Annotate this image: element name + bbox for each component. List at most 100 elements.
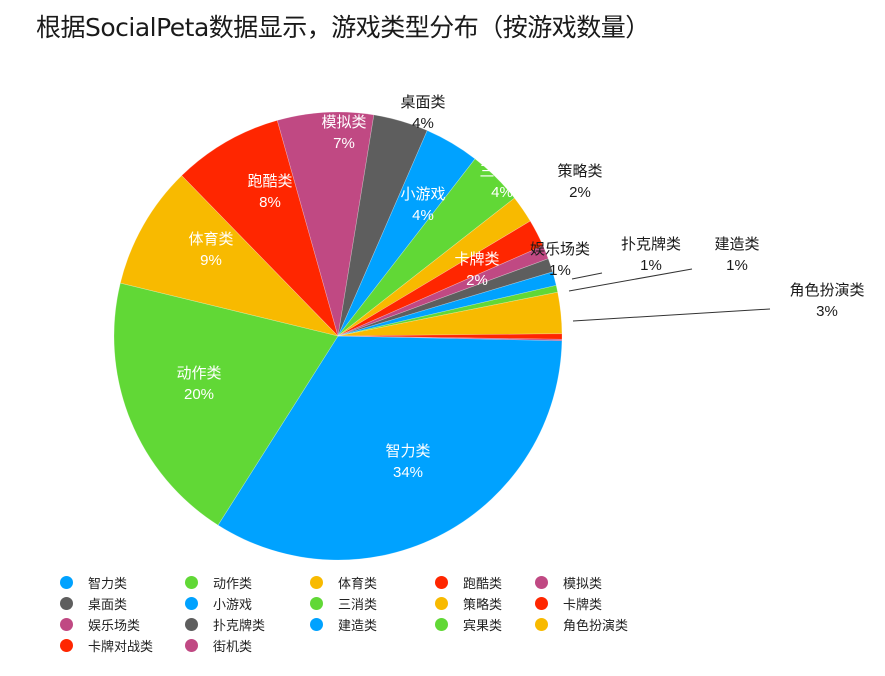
legend-dot-icon	[435, 596, 448, 610]
pie-slice	[337, 335, 563, 341]
legend-item: 建造类	[310, 614, 377, 634]
pie-slice	[337, 333, 563, 340]
slice-label-name: 动作类	[176, 364, 221, 382]
slice-label-percent: 1%	[640, 257, 662, 274]
legend-item: 三消类	[310, 593, 377, 613]
legend-dot-icon	[310, 575, 323, 589]
legend-item: 体育类	[310, 572, 377, 592]
slice-label-percent: 4%	[412, 115, 434, 132]
legend-dot-icon	[185, 638, 198, 652]
slice-label-percent: 34%	[393, 464, 423, 481]
legend-item: 卡牌对战类	[60, 635, 153, 655]
legend-label: 扑克牌类	[213, 618, 266, 634]
legend-item: 宾果类	[435, 614, 502, 634]
pie-slice	[337, 291, 563, 337]
slice-label-percent: 8%	[259, 194, 281, 211]
slice-label-name: 小游戏	[400, 185, 445, 203]
legend-label: 卡牌类	[563, 597, 603, 613]
pie-slice	[337, 285, 559, 337]
leader-lines	[568, 268, 771, 322]
legend-label: 模拟类	[563, 576, 603, 592]
legend-dot-icon	[60, 638, 73, 652]
pie-slice	[276, 111, 375, 337]
legend-label: 角色扮演类	[563, 618, 629, 634]
legend-item: 桌面类	[60, 593, 127, 613]
pie-slice	[113, 282, 339, 526]
slice-label-name: 智力类	[385, 442, 430, 460]
legend-item: 扑克牌类	[185, 614, 265, 634]
slice-label-name: 策略类	[557, 162, 602, 180]
slice-label-name: 体育类	[188, 230, 233, 248]
legend-item: 角色扮演类	[535, 614, 628, 634]
legend-label: 跑酷类	[463, 576, 503, 592]
legend-dot-icon	[185, 617, 198, 631]
slice-label-name: 三消类	[479, 162, 524, 180]
legend-item: 动作类	[185, 572, 252, 592]
leader-line	[568, 268, 693, 292]
slice-label-percent: 2%	[569, 184, 591, 201]
slice-label-percent: 4%	[412, 207, 434, 224]
pie-slice	[337, 158, 515, 337]
pie-slice	[337, 258, 554, 337]
legend-dot-icon	[185, 575, 198, 589]
pie-slices	[113, 111, 563, 561]
slice-label-name: 跑酷类	[247, 172, 292, 190]
slice-label-percent: 1%	[549, 262, 571, 279]
legend-dot-icon	[310, 596, 323, 610]
legend-label: 智力类	[88, 576, 128, 592]
pie-slice	[181, 120, 339, 337]
slice-label-percent: 1%	[726, 257, 748, 274]
pie-slice	[337, 271, 557, 337]
legend-item: 智力类	[60, 572, 127, 592]
slice-label-percent: 20%	[184, 386, 214, 403]
legend-dot-icon	[435, 617, 448, 631]
legend-dot-icon	[535, 617, 548, 631]
slice-label-name: 建造类	[714, 235, 759, 253]
legend-label: 策略类	[463, 597, 503, 613]
legend-label: 宾果类	[463, 618, 503, 634]
slice-label-name: 娱乐场类	[530, 240, 590, 258]
leader-line	[571, 272, 603, 280]
legend-item: 策略类	[435, 593, 502, 613]
slice-label-percent: 3%	[816, 303, 838, 320]
slice-label-name: 模拟类	[321, 113, 366, 131]
legend-dot-icon	[185, 596, 198, 610]
chart-title: 根据SocialPeta数据显示，游戏类型分布（按游戏数量）	[36, 13, 650, 42]
legend-label: 小游戏	[213, 597, 253, 613]
slice-label-percent: 2%	[466, 272, 488, 289]
legend-item: 卡牌类	[535, 593, 602, 613]
legend-dot-icon	[60, 596, 73, 610]
legend-item: 跑酷类	[435, 572, 502, 592]
legend-item: 街机类	[185, 635, 252, 655]
legend-item: 模拟类	[535, 572, 602, 592]
slice-label-name: 扑克牌类	[621, 235, 681, 253]
legend-label: 娱乐场类	[88, 618, 141, 634]
pie-slice	[337, 130, 476, 337]
legend-label: 街机类	[213, 639, 253, 655]
leader-line	[572, 308, 771, 322]
legend-label: 桌面类	[88, 597, 128, 613]
pie-slice	[337, 220, 544, 337]
legend-dot-icon	[535, 575, 548, 589]
pie-slice	[337, 114, 428, 337]
pie-slice	[217, 335, 563, 561]
legend-label: 三消类	[338, 597, 378, 613]
legend-dot-icon	[60, 575, 73, 589]
slice-labels: 智力类 34% 动作类 20% 体育类 9% 跑酷类 8% 模拟类 7% 桌面类 4% 小游戏 4% 三消类…	[176, 93, 864, 481]
slice-label-name: 角色扮演类	[789, 281, 864, 299]
legend-dot-icon	[60, 617, 73, 631]
slice-label-percent: 7%	[333, 135, 355, 152]
legend-label: 建造类	[338, 618, 378, 634]
slice-label-percent: 9%	[200, 252, 222, 269]
legend-label: 卡牌对战类	[88, 639, 154, 655]
legend-label: 体育类	[338, 576, 378, 592]
slice-label-percent: 4%	[491, 184, 513, 201]
slice-label-name: 桌面类	[400, 93, 445, 111]
slice-label-name: 卡牌类	[454, 250, 499, 268]
pie-slice	[337, 197, 531, 337]
pie-slice	[119, 175, 339, 337]
pie-slice	[337, 245, 549, 337]
legend-label: 动作类	[213, 576, 253, 592]
legend-dot-icon	[310, 617, 323, 631]
